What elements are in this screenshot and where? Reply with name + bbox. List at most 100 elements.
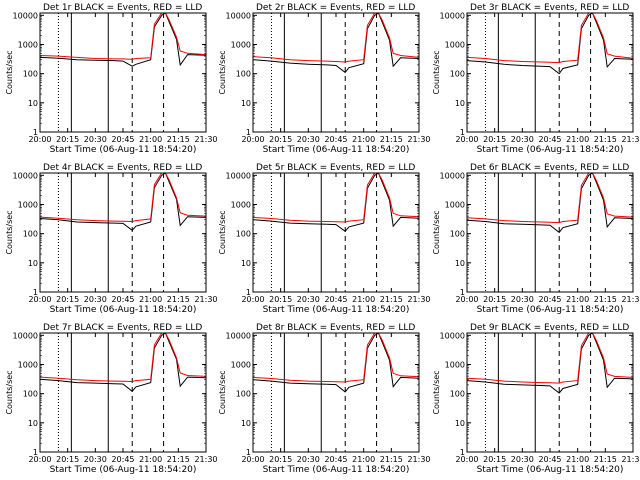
y-tick-label: 1000 <box>445 40 465 49</box>
x-tick-label: 20:00 <box>455 135 478 144</box>
panel-8: Det 8r BLACK = Events, RED = LLD 1 10 100 10… <box>218 323 431 475</box>
y-tick-label: 1 <box>33 448 38 457</box>
lld-series-line <box>466 332 634 384</box>
y-tick-label: 10 <box>241 99 251 108</box>
panel-title: Det 4r BLACK = Events, RED = LLD <box>43 163 202 173</box>
x-tick-label: 20:15 <box>56 455 79 464</box>
y-tick-label: 10000 <box>226 171 251 180</box>
lld-series-line <box>466 12 634 64</box>
x-tick-label: 20:00 <box>28 135 51 144</box>
panel-title: Det 2r BLACK = Events, RED = LLD <box>256 3 415 13</box>
x-tick-label: 21:30 <box>621 135 640 144</box>
y-tick-label: 100 <box>236 390 251 399</box>
x-tick-label: 20:00 <box>28 295 51 304</box>
x-tick-label: 21:15 <box>167 455 190 464</box>
x-tick-label: 21:00 <box>139 295 162 304</box>
x-tick-label: 20:15 <box>56 135 79 144</box>
x-tick-label: 21:15 <box>167 295 190 304</box>
y-tick-label: 10 <box>455 259 465 268</box>
x-tick-label: 20:00 <box>455 455 478 464</box>
y-tick-label: 1000 <box>445 360 465 369</box>
x-tick-label: 20:00 <box>28 455 51 464</box>
x-axis-label: Start Time (06-Aug-11 18:54:20) <box>263 305 410 315</box>
x-axis-label: Start Time (06-Aug-11 18:54:20) <box>477 145 624 155</box>
x-tick-label: 20:30 <box>297 295 320 304</box>
panel-2: Det 2r BLACK = Events, RED = LLD 1 10 100 10… <box>218 3 431 155</box>
y-axis-label: Counts/sec <box>432 370 441 414</box>
events-series-line <box>252 12 420 74</box>
y-tick-label: 1 <box>246 448 251 457</box>
x-axis-label: Start Time (06-Aug-11 18:54:20) <box>50 305 197 315</box>
panel-9: Det 9r BLACK = Events, RED = LLD 1 10 100 10… <box>432 323 640 475</box>
plot-frame <box>252 12 420 133</box>
y-tick-label: 100 <box>23 230 38 239</box>
x-tick-label: 21:00 <box>352 455 375 464</box>
y-tick-label: 10000 <box>13 171 38 180</box>
lld-series-line <box>252 172 420 223</box>
x-tick-label: 20:30 <box>297 455 320 464</box>
y-tick-label: 1000 <box>18 200 38 209</box>
panel-6: Det 6r BLACK = Events, RED = LLD 1 10 100 10… <box>432 163 640 315</box>
x-tick-label: 21:00 <box>566 455 589 464</box>
y-tick-label: 1000 <box>231 200 251 209</box>
y-tick-label: 1000 <box>231 360 251 369</box>
y-tick-label: 1 <box>246 128 251 137</box>
y-tick-label: 10000 <box>440 11 465 20</box>
y-tick-label: 10 <box>241 419 251 428</box>
x-tick-label: 20:15 <box>483 295 506 304</box>
y-tick-label: 10000 <box>13 331 38 340</box>
y-tick-label: 1000 <box>231 40 251 49</box>
x-tick-label: 20:45 <box>538 295 561 304</box>
y-tick-label: 100 <box>23 70 38 79</box>
events-series-line <box>39 172 207 231</box>
x-tick-label: 20:30 <box>511 455 534 464</box>
x-tick-label: 20:15 <box>269 455 292 464</box>
x-axis-label: Start Time (06-Aug-11 18:54:20) <box>263 145 410 155</box>
panel-title: Det 8r BLACK = Events, RED = LLD <box>256 323 415 333</box>
x-tick-label: 20:45 <box>324 295 347 304</box>
plot-frame <box>466 172 634 293</box>
x-tick-label: 20:30 <box>84 455 107 464</box>
x-tick-label: 20:00 <box>241 295 264 304</box>
events-series-line <box>466 172 634 234</box>
x-tick-label: 20:15 <box>269 135 292 144</box>
x-axis-label: Start Time (06-Aug-11 18:54:20) <box>50 145 197 155</box>
plot-frame <box>252 172 420 293</box>
panel-title: Det 5r BLACK = Events, RED = LLD <box>256 163 415 173</box>
x-tick-label: 21:00 <box>352 295 375 304</box>
x-tick-label: 21:00 <box>566 295 589 304</box>
x-tick-label: 20:45 <box>324 135 347 144</box>
x-tick-label: 20:30 <box>297 135 320 144</box>
y-tick-label: 1 <box>460 128 465 137</box>
lld-series-line <box>39 172 207 223</box>
x-tick-label: 20:00 <box>455 295 478 304</box>
x-tick-label: 20:45 <box>111 135 134 144</box>
plot-frame <box>252 332 420 453</box>
x-tick-label: 21:15 <box>380 455 403 464</box>
x-tick-label: 21:30 <box>194 455 217 464</box>
plot-frame <box>466 332 634 453</box>
lld-series-line <box>252 332 420 383</box>
x-tick-label: 21:00 <box>566 135 589 144</box>
x-axis-label: Start Time (06-Aug-11 18:54:20) <box>477 305 624 315</box>
x-tick-label: 20:30 <box>84 135 107 144</box>
y-tick-label: 100 <box>450 230 465 239</box>
plot-frame <box>39 332 207 453</box>
y-tick-label: 10 <box>28 419 38 428</box>
y-axis-label: Counts/sec <box>5 210 14 254</box>
y-tick-label: 1 <box>33 288 38 297</box>
y-axis-label: Counts/sec <box>5 50 14 94</box>
y-axis-label: Counts/sec <box>218 370 227 414</box>
plot-frame <box>39 12 207 133</box>
panel-title: Det 1r BLACK = Events, RED = LLD <box>43 3 202 13</box>
x-tick-label: 20:45 <box>324 455 347 464</box>
y-tick-label: 1000 <box>18 40 38 49</box>
lld-series-line <box>39 332 207 383</box>
x-axis-label: Start Time (06-Aug-11 18:54:20) <box>263 465 410 475</box>
x-tick-label: 21:30 <box>407 455 430 464</box>
x-tick-label: 20:30 <box>511 295 534 304</box>
x-tick-label: 21:30 <box>621 295 640 304</box>
events-series-line <box>466 12 634 75</box>
events-series-line <box>466 332 634 394</box>
